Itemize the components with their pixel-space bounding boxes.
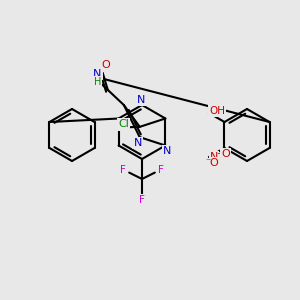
Text: F: F bbox=[120, 165, 126, 175]
Text: ⁻: ⁻ bbox=[205, 157, 211, 167]
Text: N: N bbox=[93, 69, 101, 79]
Text: F: F bbox=[139, 195, 145, 205]
Text: N: N bbox=[163, 146, 172, 157]
Text: O: O bbox=[209, 158, 218, 168]
Text: Cl: Cl bbox=[118, 119, 129, 130]
Text: +: + bbox=[217, 148, 223, 158]
Text: N: N bbox=[134, 138, 142, 148]
Text: N: N bbox=[210, 152, 218, 162]
Text: O: O bbox=[102, 60, 110, 70]
Text: N: N bbox=[137, 95, 145, 105]
Text: F: F bbox=[158, 165, 164, 175]
Text: OH: OH bbox=[209, 106, 225, 116]
Text: H: H bbox=[94, 77, 101, 87]
Text: O: O bbox=[221, 149, 230, 159]
